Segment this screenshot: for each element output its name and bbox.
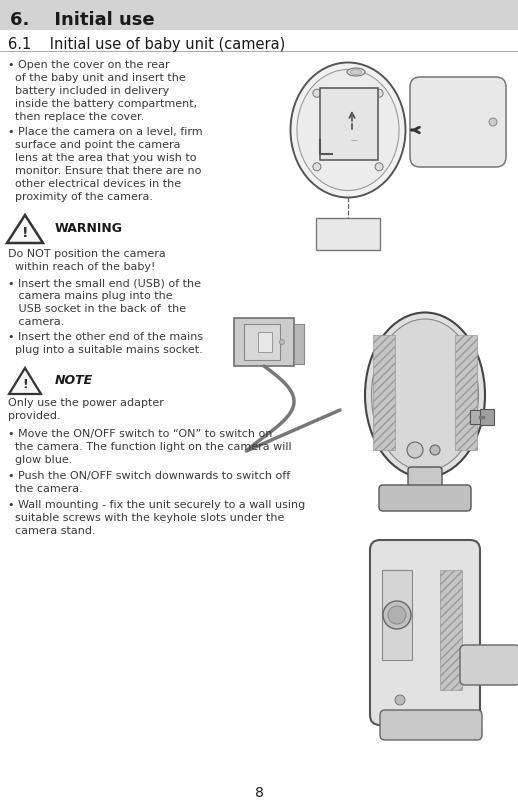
Text: • Move the ON/OFF switch to “ON” to switch on: • Move the ON/OFF switch to “ON” to swit…: [8, 429, 272, 439]
Text: inside the battery compartment,: inside the battery compartment,: [8, 99, 197, 109]
Text: !: !: [22, 379, 28, 392]
Text: • Place the camera on a level, firm: • Place the camera on a level, firm: [8, 127, 203, 137]
Ellipse shape: [371, 319, 479, 471]
Circle shape: [280, 339, 284, 344]
Bar: [382, 570, 412, 660]
Text: surface and point the camera: surface and point the camera: [8, 140, 180, 150]
Bar: [455, 335, 477, 450]
Text: camera mains plug into the: camera mains plug into the: [8, 291, 172, 301]
FancyBboxPatch shape: [379, 485, 471, 511]
Circle shape: [407, 442, 423, 458]
Text: • Wall mounting - fix the unit securely to a wall using: • Wall mounting - fix the unit securely …: [8, 500, 305, 510]
Text: !: !: [22, 226, 28, 240]
FancyBboxPatch shape: [408, 467, 442, 495]
Ellipse shape: [347, 68, 365, 76]
Text: Do NOT position the camera: Do NOT position the camera: [8, 249, 166, 259]
Text: the camera. The function light on the camera will: the camera. The function light on the ca…: [8, 442, 292, 452]
Text: battery included in delivery: battery included in delivery: [8, 86, 169, 96]
Text: —: —: [351, 137, 357, 143]
FancyBboxPatch shape: [380, 710, 482, 740]
Circle shape: [313, 163, 321, 171]
Text: • Push the ON/OFF switch downwards to switch off: • Push the ON/OFF switch downwards to sw…: [8, 471, 290, 481]
Text: 8: 8: [254, 786, 264, 800]
Bar: [244, 324, 280, 360]
Text: then replace the cover.: then replace the cover.: [8, 112, 144, 122]
Bar: [320, 88, 378, 160]
Text: camera stand.: camera stand.: [8, 526, 96, 536]
Bar: [440, 570, 462, 690]
Text: provided.: provided.: [8, 411, 61, 421]
Text: lens at the area that you wish to: lens at the area that you wish to: [8, 153, 196, 163]
Bar: [258, 332, 272, 352]
Text: within reach of the baby!: within reach of the baby!: [8, 262, 155, 272]
Text: of the baby unit and insert the: of the baby unit and insert the: [8, 73, 186, 83]
Bar: [0, 0, 518, 30]
Circle shape: [388, 606, 406, 624]
Polygon shape: [9, 368, 41, 394]
Text: monitor. Ensure that there are no: monitor. Ensure that there are no: [8, 166, 202, 176]
Bar: [373, 335, 395, 450]
Text: • Insert the other end of the mains: • Insert the other end of the mains: [8, 332, 203, 342]
Text: NOTE: NOTE: [55, 375, 93, 388]
Text: other electrical devices in the: other electrical devices in the: [8, 179, 181, 189]
Text: suitable screws with the keyhole slots under the: suitable screws with the keyhole slots u…: [8, 513, 284, 523]
Ellipse shape: [365, 313, 485, 477]
Text: proximity of the camera.: proximity of the camera.: [8, 192, 153, 202]
FancyBboxPatch shape: [410, 77, 506, 167]
Text: • Open the cover on the rear: • Open the cover on the rear: [8, 60, 169, 70]
Text: the camera.: the camera.: [8, 484, 83, 494]
Bar: [470, 410, 482, 424]
Circle shape: [395, 695, 405, 705]
Text: 6.    Initial use: 6. Initial use: [10, 11, 155, 29]
FancyBboxPatch shape: [370, 540, 480, 725]
Circle shape: [489, 118, 497, 126]
Text: Only use the power adapter: Only use the power adapter: [8, 398, 164, 408]
Text: • Insert the small end (USB) of the: • Insert the small end (USB) of the: [8, 278, 201, 288]
Text: USB socket in the back of  the: USB socket in the back of the: [8, 304, 186, 314]
Bar: [480, 409, 494, 425]
Bar: [234, 318, 294, 366]
Bar: [316, 218, 380, 250]
Text: plug into a suitable mains socket.: plug into a suitable mains socket.: [8, 345, 203, 355]
Circle shape: [430, 445, 440, 455]
Bar: [294, 324, 304, 364]
Polygon shape: [7, 215, 43, 243]
Text: glow blue.: glow blue.: [8, 455, 73, 465]
Circle shape: [313, 89, 321, 98]
FancyBboxPatch shape: [460, 645, 518, 685]
Circle shape: [383, 601, 411, 629]
Text: camera.: camera.: [8, 317, 64, 327]
Circle shape: [375, 163, 383, 171]
Text: 6.1    Initial use of baby unit (camera): 6.1 Initial use of baby unit (camera): [8, 36, 285, 52]
Text: WARNING: WARNING: [55, 222, 123, 235]
Ellipse shape: [297, 69, 399, 190]
Ellipse shape: [351, 69, 362, 74]
Circle shape: [375, 89, 383, 98]
Ellipse shape: [291, 63, 406, 197]
